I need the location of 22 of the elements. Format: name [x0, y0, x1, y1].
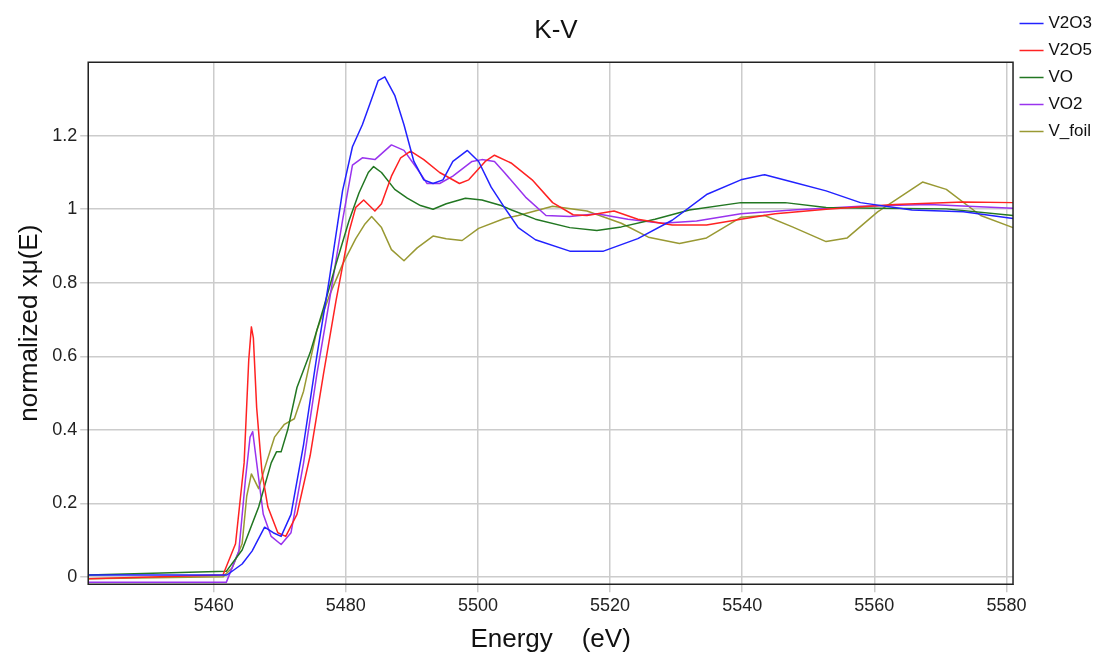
x-tick-label: 5460	[193, 594, 234, 615]
y-axis-title: normalized xμ(E)	[12, 224, 43, 422]
legend-label: V2O5	[1048, 40, 1093, 60]
legend-label: VO2	[1048, 94, 1083, 114]
y-tick-label: 0.8	[52, 271, 78, 292]
chart-title: K-V	[534, 13, 579, 44]
y-tick-label: 0.2	[52, 492, 78, 513]
y-tick-label: 1	[67, 198, 78, 219]
x-tick-label: 5560	[854, 594, 895, 615]
legend-label: VO	[1048, 67, 1074, 87]
x-tick-label: 5580	[986, 594, 1027, 615]
x-tick-label: 5520	[590, 594, 631, 615]
x-tick-label: 5480	[325, 594, 366, 615]
y-tick-label: 1.2	[52, 124, 78, 145]
legend-label: V2O3	[1048, 13, 1093, 33]
x-axis-title: Energy (eV)	[470, 622, 631, 653]
y-tick-label: 0	[67, 565, 78, 586]
x-tick-label: 5540	[722, 594, 763, 615]
x-tick-label: 5500	[457, 594, 498, 615]
y-tick-label: 0.4	[52, 418, 78, 439]
legend-label: V_foil	[1048, 121, 1092, 141]
y-tick-label: 0.6	[52, 345, 78, 366]
